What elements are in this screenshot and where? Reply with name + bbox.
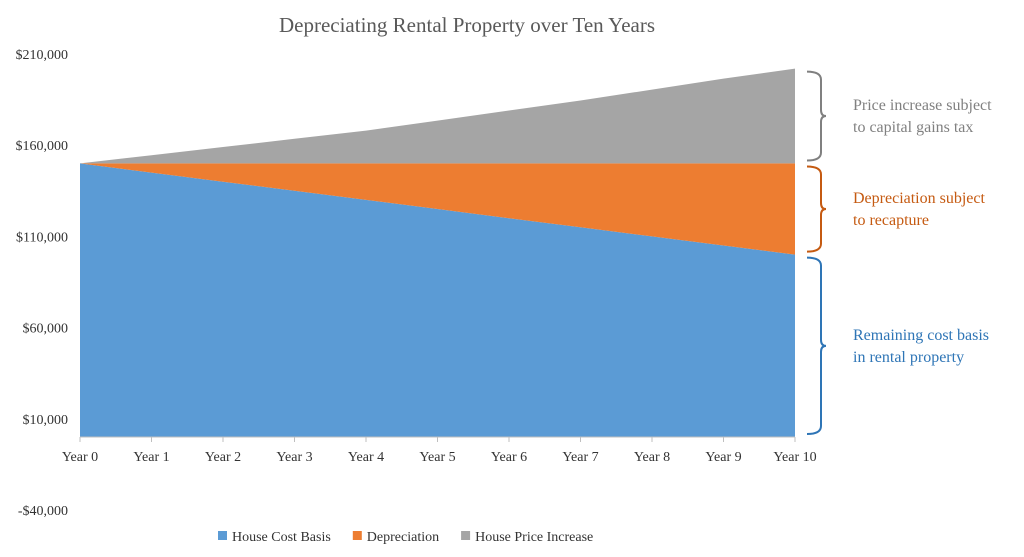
legend-label: House Price Increase [475,530,593,545]
area-depreciation [80,163,795,255]
legend-label: Depreciation [367,530,439,545]
plot-areas [80,68,795,437]
annotation-text: Remaining cost basis [853,327,989,344]
chart-title: Depreciating Rental Property over Ten Ye… [279,13,655,37]
y-tick-label: $110,000 [16,230,68,245]
annotation-text: in rental property [853,349,964,366]
y-tick-label: $210,000 [16,48,69,63]
x-tick-label: Year 8 [634,450,670,465]
annotation-text: Price increase subject [853,97,992,114]
y-tick-label: -$40,000 [18,504,68,519]
bracket-depreciation [806,165,827,253]
x-tick-label: Year 0 [62,450,98,465]
x-axis: Year 0 Year 1 Year 2 Year 3 Year 4 Year 5 Year… [62,436,817,465]
x-tick-label: Year 6 [491,450,527,465]
x-tick-label: Year 2 [205,450,241,465]
annotation-text: Depreciation subject [853,190,986,207]
area-house-price-increase [80,68,795,164]
x-tick-label: Year 7 [562,450,598,465]
bracket-house-cost-basis [806,256,827,436]
y-tick-label: $10,000 [23,413,69,428]
x-tick-label: Year 3 [276,450,312,465]
legend-label: House Cost Basis [232,530,331,545]
y-tick-label: $160,000 [16,139,69,154]
bracket-house-price-increase [806,70,827,162]
legend-item-house-cost-basis: House Cost Basis [218,530,331,545]
x-tick-label: Year 4 [348,450,384,465]
legend-swatch [218,531,227,540]
legend-swatch [352,531,362,540]
x-tick-label: Year 1 [133,450,169,465]
annotations: Price increase subject to capital gains t… [806,70,992,436]
annotation-text: to recapture [853,212,929,229]
y-tick-label: $60,000 [23,322,69,337]
legend-item-depreciation: Depreciation [352,530,439,545]
y-axis: $210,000 $160,000 $110,000 $60,000 $10,000 -$… [16,48,69,519]
legend-item-house-price-increase: House Price Increase [461,530,593,545]
x-tick-label: Year 9 [705,450,741,465]
annotation-text: to capital gains tax [853,119,973,136]
legend-swatch [461,531,471,540]
area-house-cost-basis [80,163,795,437]
x-tick-label: Year 10 [773,450,816,465]
legend: House Cost Basis Depreciation House Price … [218,530,593,545]
x-tick-label: Year 5 [419,450,455,465]
